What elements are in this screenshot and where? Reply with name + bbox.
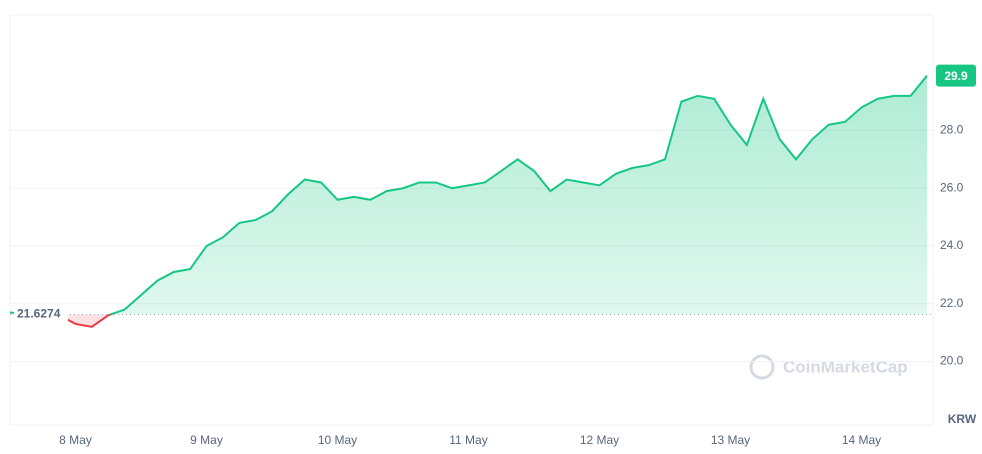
y-tick-label: 22.0 (940, 296, 964, 310)
x-tick-label: 11 May (449, 433, 487, 447)
plot-frame (9, 14, 934, 426)
x-tick-label: 12 May (580, 433, 619, 447)
y-tick-label: 28.0 (940, 123, 964, 137)
price-area (10, 75, 927, 315)
price-area-down (10, 314, 927, 327)
x-tick-label: 13 May (711, 433, 750, 447)
baseline-label-bg (14, 305, 68, 324)
y-tick-label: 24.0 (940, 238, 964, 252)
price-badge (936, 64, 976, 87)
price-line-up (9, 75, 928, 315)
watermark: CoinMarketCap (749, 354, 908, 380)
y-tick-label: 20.0 (940, 354, 964, 368)
x-tick-label: 10 May (318, 433, 357, 447)
x-tick-label: 14 May (842, 433, 881, 447)
x-tick-label: 8 May (59, 433, 92, 447)
watermark-text: CoinMarketCap (783, 357, 908, 376)
baseline-label: 21.6274 (17, 307, 61, 321)
y-tick-label: 26.0 (940, 180, 964, 194)
currency-label: KRW (948, 412, 977, 426)
price-badge-text: 29.9 (944, 69, 968, 83)
x-tick-label: 9 May (190, 433, 223, 447)
